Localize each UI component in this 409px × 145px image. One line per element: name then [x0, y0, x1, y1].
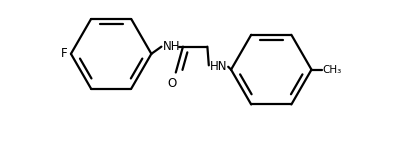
- Text: NH: NH: [163, 40, 180, 53]
- Text: F: F: [61, 47, 67, 60]
- Text: CH₃: CH₃: [322, 65, 342, 75]
- Text: O: O: [168, 77, 177, 90]
- Text: HN: HN: [210, 60, 228, 73]
